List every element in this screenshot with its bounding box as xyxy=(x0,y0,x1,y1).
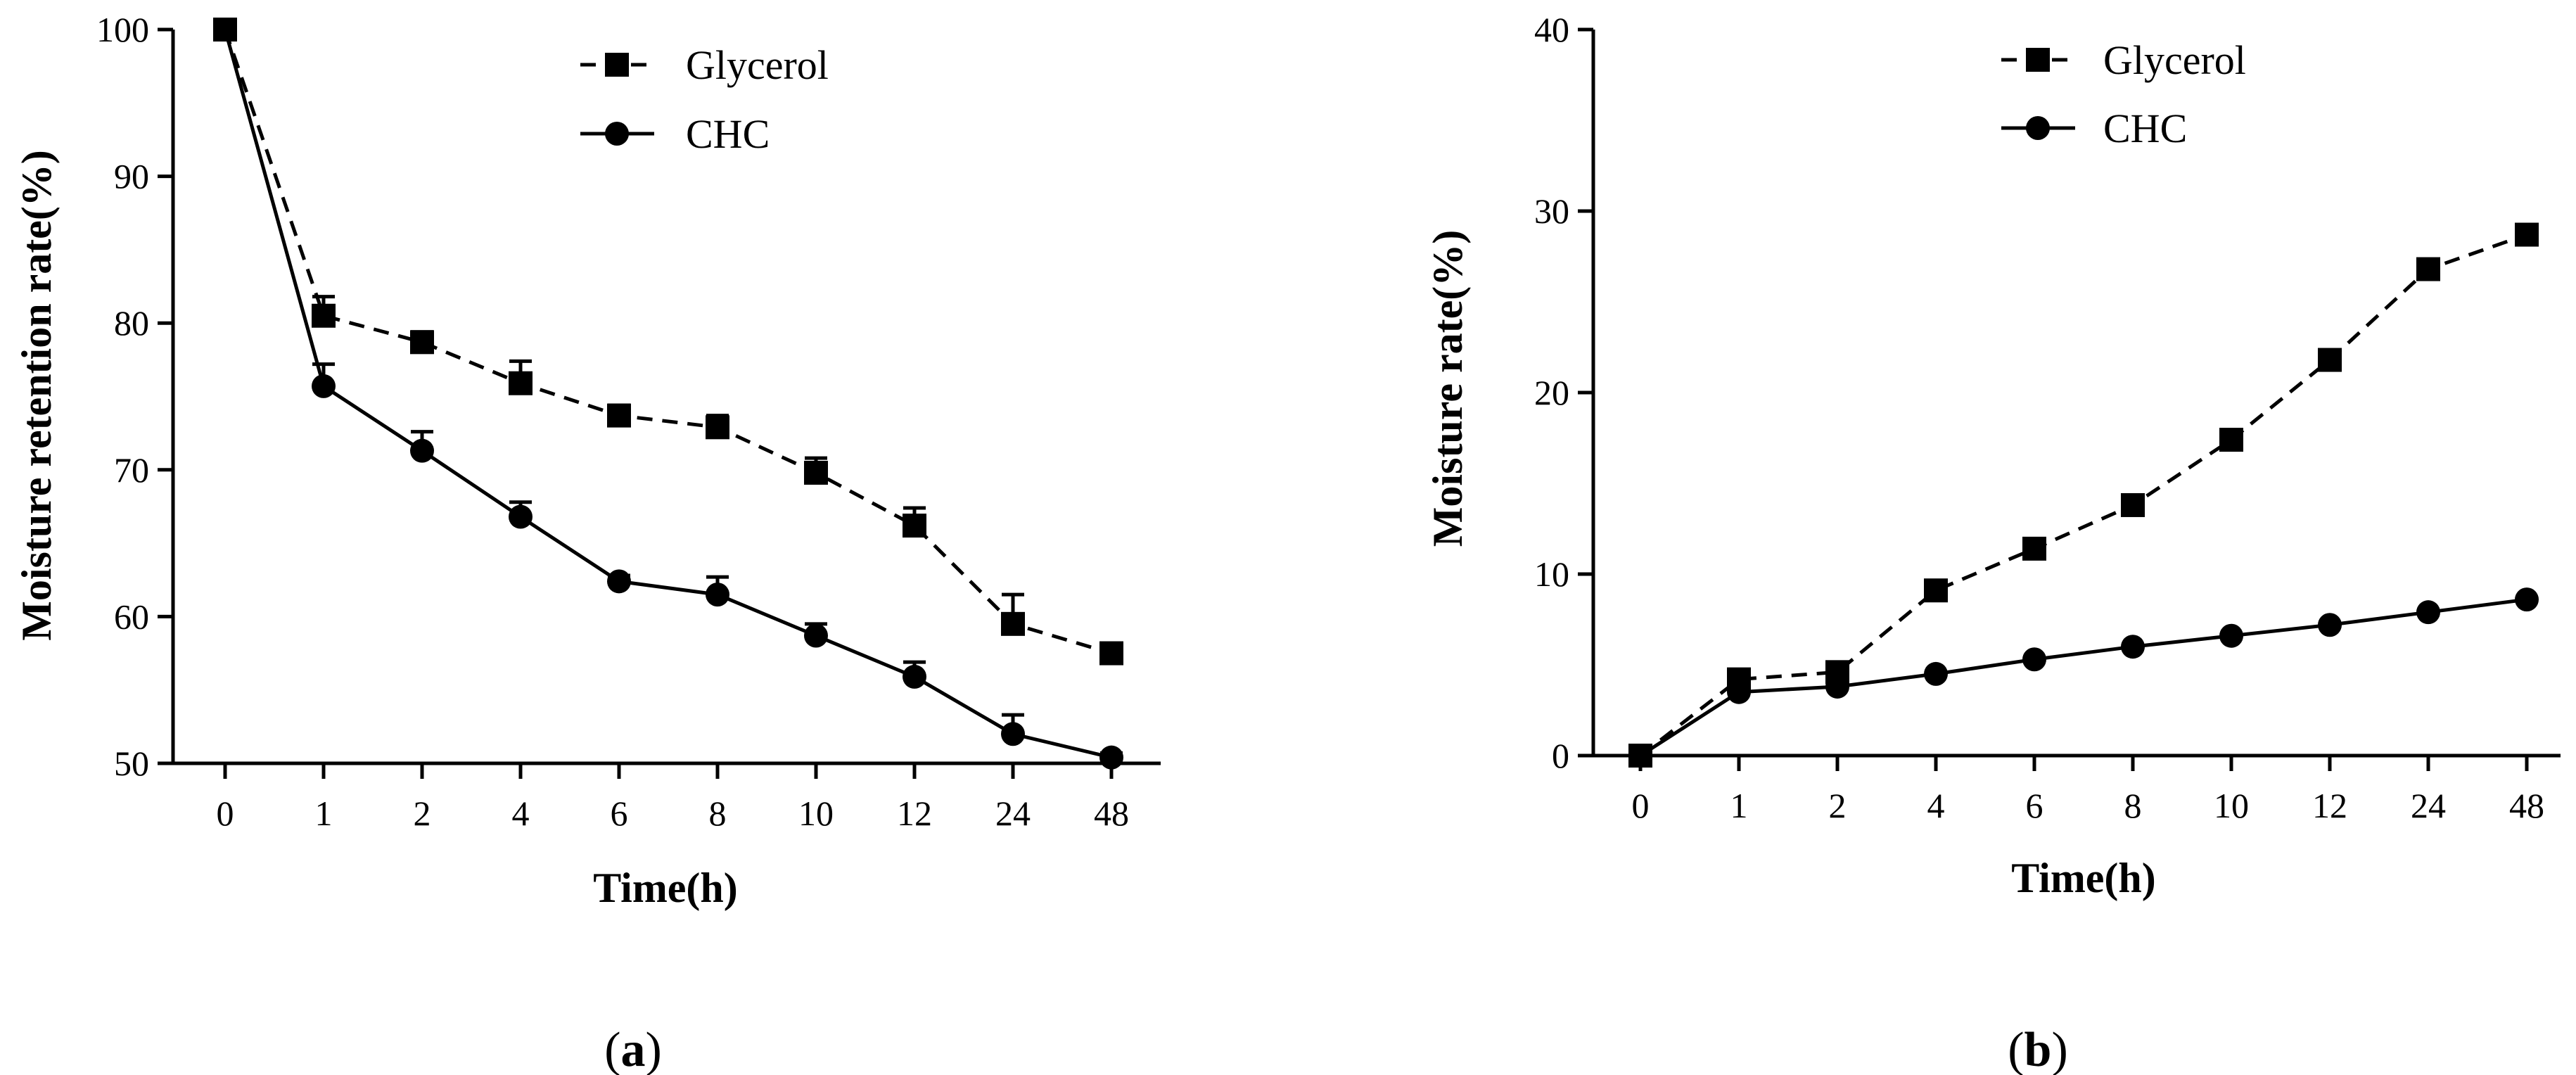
panel-a-series-chc-point xyxy=(607,569,631,594)
panel-a-series-chc-point xyxy=(312,374,336,398)
panel-b-series-chc-point xyxy=(2022,647,2046,672)
panel-a-plot-area xyxy=(213,18,1123,770)
panel-a-caption-letter: a xyxy=(621,1023,646,1075)
panel-b-y-tick-label: 30 xyxy=(1534,191,1569,231)
panel-b-series-chc-point xyxy=(2318,613,2342,637)
panel-b-series-chc-point xyxy=(1727,680,1751,704)
panel-a-series-glycerol-point xyxy=(1001,611,1025,636)
panel-b-plot-area xyxy=(1628,222,2539,768)
panel-b-x-tick-label: 24 xyxy=(2411,786,2446,825)
panel-a-legend-chc-swatch-marker xyxy=(605,122,629,146)
panel-a-y-tick-label: 70 xyxy=(114,450,149,490)
panel-b-x-tick-label: 10 xyxy=(2214,786,2249,825)
panel-a-series-glycerol-line xyxy=(223,29,1112,655)
panel-b-series-glycerol-line xyxy=(1639,233,2527,757)
panel-b-x-tick-label: 4 xyxy=(1927,786,1945,825)
panel-b-x-tick-label: 1 xyxy=(1730,786,1748,825)
panel-b-series-glycerol-point xyxy=(2219,428,2243,452)
panel-a-x-tick-label: 12 xyxy=(897,794,932,833)
panel-b-series-chc-point xyxy=(1825,674,1849,699)
panel-b-legend-chc-swatch-marker xyxy=(2026,116,2050,140)
panel-a-y-tick-label: 90 xyxy=(114,157,149,196)
panel-b-y-tick-label: 20 xyxy=(1534,373,1569,412)
panel-a-caption: (a) xyxy=(604,1023,662,1075)
panel-a-series-chc-point xyxy=(706,583,729,607)
panel-b-x-axis-title: Time(h) xyxy=(2011,855,2156,901)
panel-b-series-chc-point xyxy=(1628,744,1652,768)
panel-b-caption-letter: b xyxy=(2025,1023,2052,1075)
panel-a-x-tick-label: 24 xyxy=(995,794,1031,833)
panel-a-y-tick-label: 50 xyxy=(114,744,149,783)
panel-a-series-chc-point xyxy=(509,504,533,529)
panel-b-series-chc-point xyxy=(2515,587,2539,612)
panel-a-x-tick-label: 0 xyxy=(217,794,234,833)
panel-a-series-glycerol-point xyxy=(804,460,828,485)
panel-a-series-glycerol-point xyxy=(607,403,631,428)
panel-a-x-tick-label: 6 xyxy=(611,794,628,833)
panel-b-y-tick-label: 0 xyxy=(1552,736,1569,775)
panel-a-series-chc-point xyxy=(1001,722,1025,746)
panel-a-y-tick-label: 80 xyxy=(114,303,149,343)
panel-a-series-chc-point xyxy=(410,438,434,463)
panel-a-series-chc-point xyxy=(903,664,926,689)
panel-b-x-tick-label: 12 xyxy=(2312,786,2347,825)
panel-a-series-glycerol-point xyxy=(903,514,926,538)
panel-a-series-glycerol-point xyxy=(410,330,434,355)
panel-b-series-chc-point xyxy=(2416,600,2440,625)
panel-b-series-chc-point xyxy=(2121,635,2145,659)
panel-a-x-tick-label: 48 xyxy=(1094,794,1129,833)
panel-a-legend-glycerol-swatch-marker xyxy=(605,53,629,77)
panel-b-series-glycerol-point xyxy=(1924,578,1948,603)
panel-b-x-tick-label: 6 xyxy=(2026,786,2043,825)
panel-b-series-glycerol-point xyxy=(2022,536,2046,561)
panel-a-y-tick-label: 100 xyxy=(96,10,149,49)
panel-b-series-chc-line xyxy=(1639,597,2527,758)
panel-b-legend-glycerol-label: Glycerol xyxy=(2103,37,2246,83)
panel-b-x-tick-label: 8 xyxy=(2124,786,2142,825)
panel-a-series-chc-point xyxy=(213,18,237,42)
panel-b-y-axis-title: Moisture rate(%) xyxy=(1424,230,1471,547)
panel-a-series-glycerol-point xyxy=(1099,641,1123,666)
panel-b-y-tick-label: 40 xyxy=(1534,10,1569,49)
panel-a-series-glycerol-point xyxy=(312,303,336,328)
panel-b-legend: Glycerol CHC xyxy=(2001,37,2246,151)
panel-a-series-glycerol-point xyxy=(509,371,533,395)
panel-b-x-tick-label: 0 xyxy=(1632,786,1650,825)
panel-a-legend-chc-label: CHC xyxy=(686,111,770,157)
panel-a-series-chc-line xyxy=(223,29,1112,760)
panel-a-series-chc-point xyxy=(1099,745,1123,770)
panel-b-series-chc-point xyxy=(1924,661,1948,686)
panel-a-y-axis-title: Moisture retention rate(%) xyxy=(13,150,60,641)
panel-b-series-glycerol-point xyxy=(2416,257,2440,281)
panel-a-legend: Glycerol CHC xyxy=(580,42,829,157)
panel-b-legend-chc-label: CHC xyxy=(2103,106,2187,151)
panel-a-x-axis-title: Time(h) xyxy=(593,865,738,911)
panel-a-x-tick-label: 4 xyxy=(512,794,530,833)
panel-a-x-tick-label: 2 xyxy=(414,794,431,833)
panel-b-series-glycerol-point xyxy=(2318,348,2342,372)
panel-b-series-chc-point xyxy=(2219,623,2243,648)
panel-b-legend-glycerol-swatch-marker xyxy=(2026,48,2050,72)
panel-b-x-tick-label: 48 xyxy=(2509,786,2544,825)
panel-a-legend-glycerol-label: Glycerol xyxy=(686,42,829,88)
panel-b-x-tick-label: 2 xyxy=(1829,786,1847,825)
panel-a-y-tick-label: 60 xyxy=(114,597,149,636)
panel-b-y-tick-label: 10 xyxy=(1534,554,1569,594)
panel-b-caption: (b) xyxy=(2008,1023,2068,1075)
panel-b-series-glycerol-point xyxy=(2121,492,2145,517)
panel-a-x-tick-label: 10 xyxy=(798,794,834,833)
panel-a-x-tick-label: 8 xyxy=(709,794,727,833)
panel-a-x-tick-label: 1 xyxy=(315,794,333,833)
panel-a-series-chc-point xyxy=(804,623,828,648)
panel-a-series-glycerol-point xyxy=(706,415,729,440)
panel-b-series-glycerol-point xyxy=(2515,222,2539,247)
